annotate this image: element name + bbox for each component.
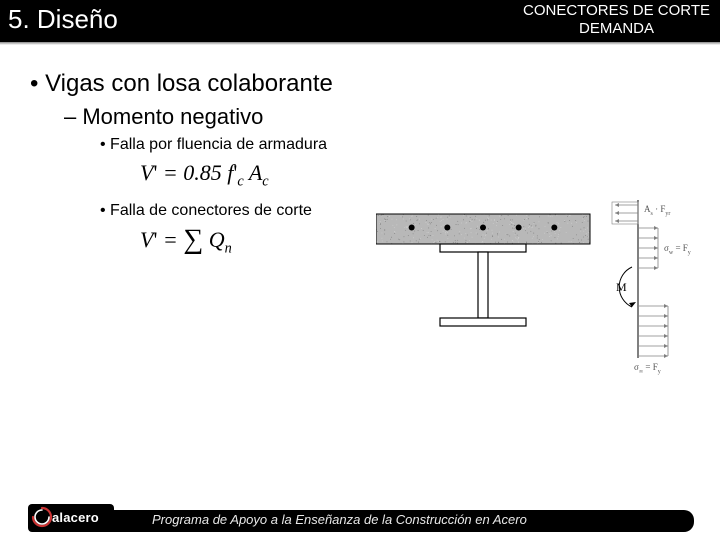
- svg-text:σw = Fy: σw = Fy: [664, 243, 691, 256]
- bullet-l3b-text: Falla de conectores de corte: [110, 202, 312, 219]
- sigma-symbol: ∑: [183, 224, 203, 256]
- logo-badge: alacero: [28, 504, 114, 532]
- bullet-l3a-text: Falla por fluencia de armadura: [110, 136, 327, 153]
- logo-text: alacero: [52, 510, 99, 525]
- header-subtitle-line2: DEMANDA: [523, 20, 710, 38]
- f2-sub-n: n: [225, 241, 232, 257]
- header-shadow: [0, 42, 720, 45]
- footer-bar: Programa de Apoyo a la Enseñanza de la C…: [34, 510, 694, 532]
- header-bar: 5. Diseño CONECTORES DE CORTE DEMANDA: [0, 0, 720, 42]
- f2-Q: Q: [203, 227, 224, 252]
- bullet-level3-a: • Falla por fluencia de armadura: [100, 136, 700, 154]
- formula-1: V' = 0.85 f'c Ac: [140, 160, 700, 190]
- f1-sub-Ac: c: [262, 173, 268, 189]
- f1-V: V: [140, 160, 153, 185]
- f2-eq: =: [157, 227, 183, 252]
- footer-program-text: Programa de Apoyo a la Enseñanza de la C…: [152, 512, 527, 527]
- svg-text:σ∞ = Fy: σ∞ = Fy: [634, 362, 661, 375]
- diagram: M As · Fyr σw = Fy σ∞ = Fy: [376, 198, 706, 388]
- bullet-l1-text: Vigas con losa colaborante: [45, 70, 333, 97]
- header-subtitle-line1: CONECTORES DE CORTE: [523, 2, 710, 20]
- f1-A: A: [244, 160, 263, 185]
- f2-V: V: [140, 227, 153, 252]
- f1-eq: = 0.85: [157, 160, 227, 185]
- diagram-svg: M As · Fyr σw = Fy σ∞ = Fy: [376, 198, 706, 388]
- footer: Programa de Apoyo a la Enseñanza de la C…: [0, 500, 720, 532]
- header-subtitle: CONECTORES DE CORTE DEMANDA: [523, 2, 710, 38]
- bullet-l2-text: Momento negativo: [82, 104, 263, 129]
- svg-text:As · Fyr: As · Fyr: [644, 204, 670, 217]
- bullet-level1: • Vigas con losa colaborante: [30, 70, 700, 98]
- svg-text:M: M: [616, 280, 627, 294]
- slide-number-title: 5. Diseño: [8, 4, 118, 35]
- logo-swirl-icon: [31, 506, 53, 528]
- bullet-level2: – Momento negativo: [64, 104, 700, 130]
